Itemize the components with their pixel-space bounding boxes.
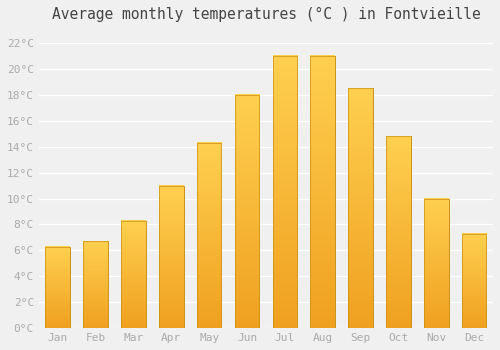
Bar — [46, 246, 70, 328]
Bar — [121, 220, 146, 328]
Bar — [348, 89, 373, 328]
Bar — [234, 95, 260, 328]
Bar — [462, 233, 486, 328]
Bar — [84, 241, 108, 328]
Bar — [159, 186, 184, 328]
Bar — [310, 56, 335, 328]
Bar — [386, 136, 410, 328]
Bar — [272, 56, 297, 328]
Bar — [197, 143, 222, 328]
Bar — [424, 198, 448, 328]
Title: Average monthly temperatures (°C ) in Fontvieille: Average monthly temperatures (°C ) in Fo… — [52, 7, 480, 22]
